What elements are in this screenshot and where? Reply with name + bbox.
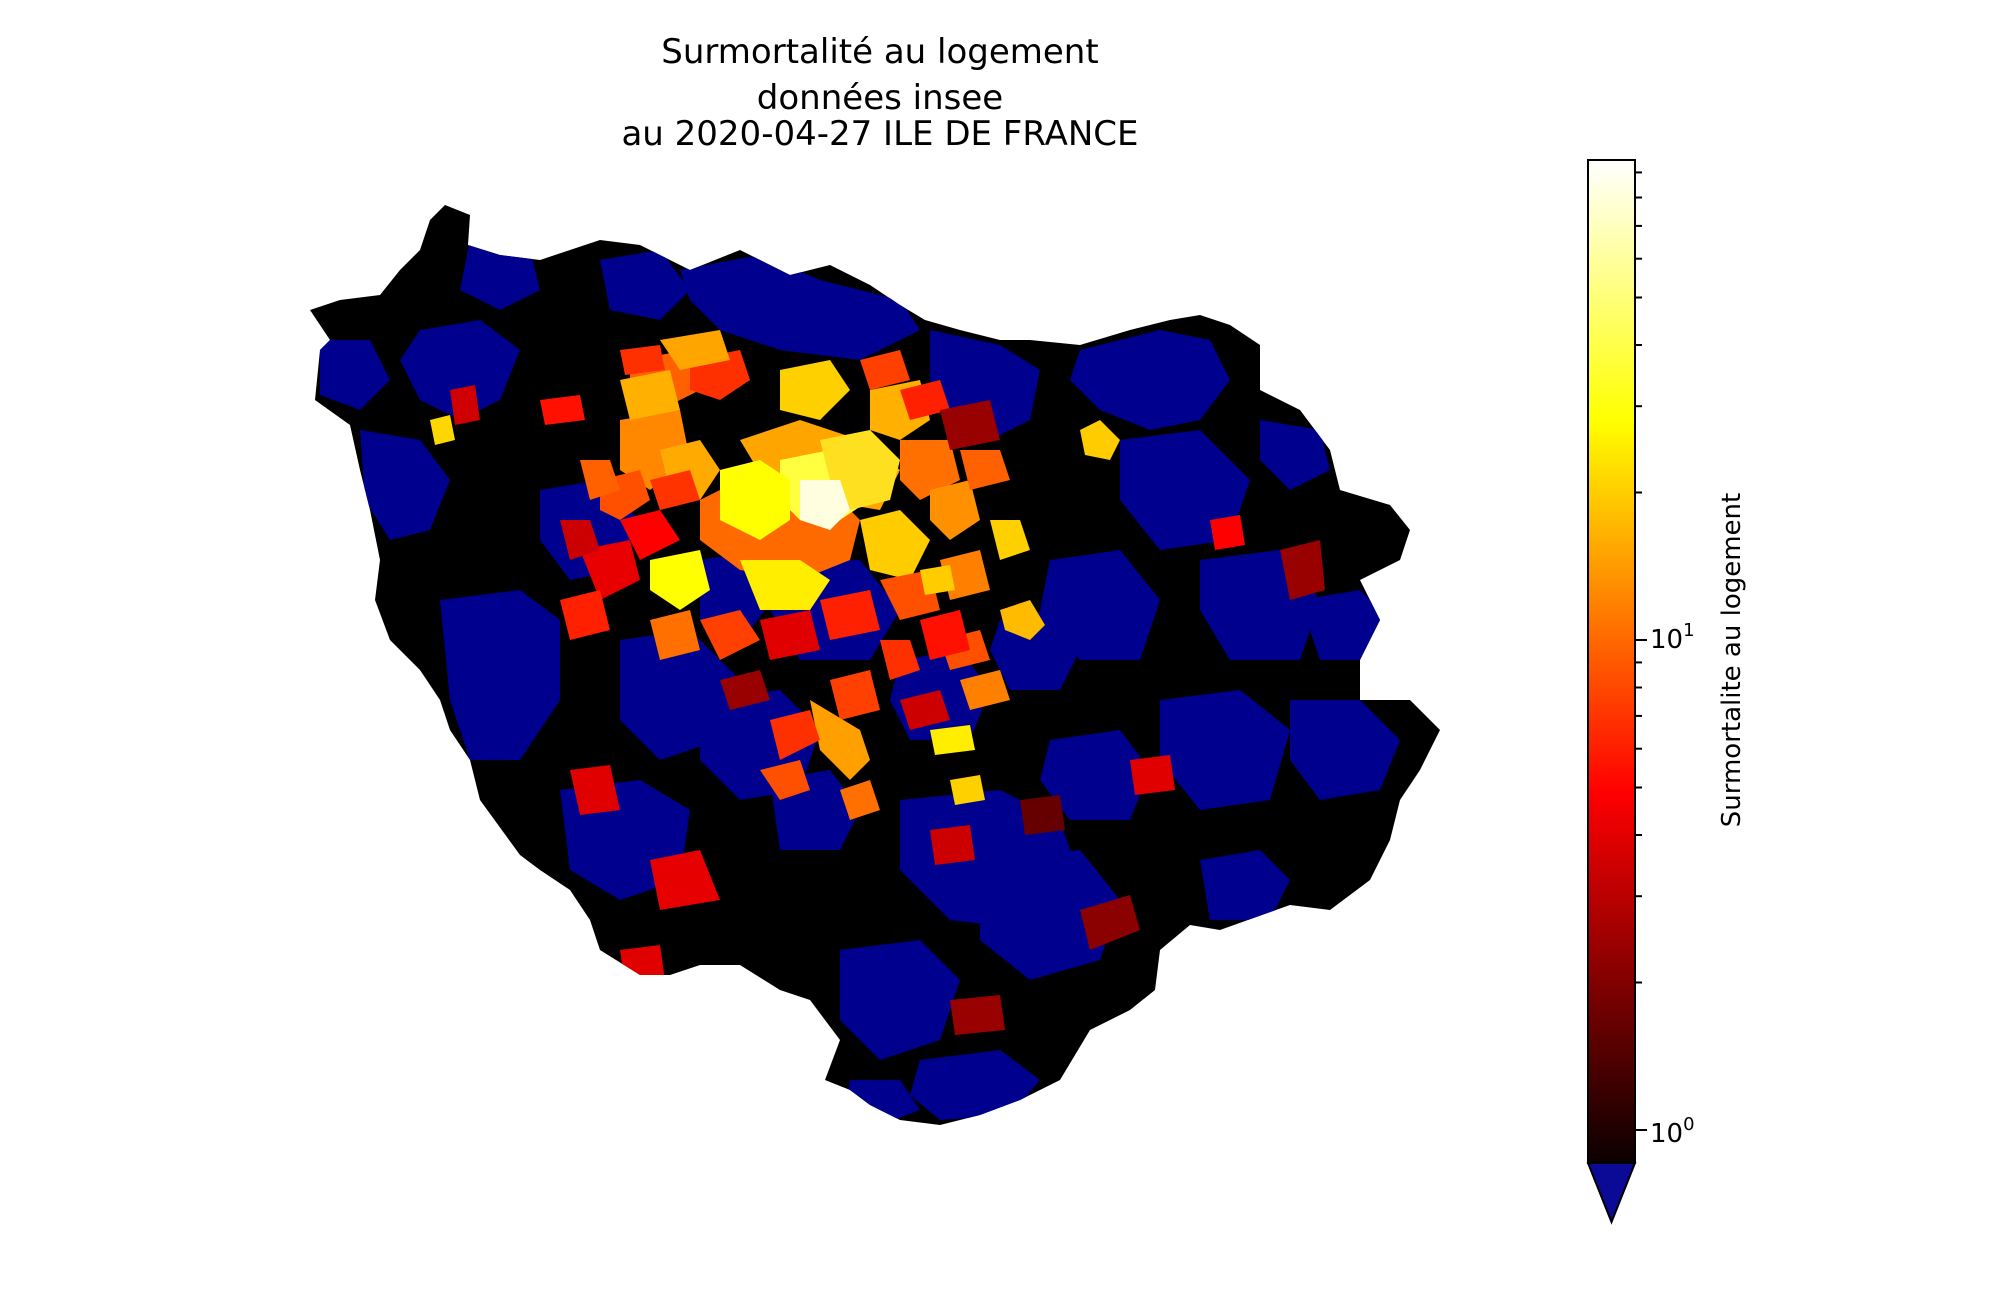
communes-below-one bbox=[320, 240, 1400, 1125]
map-title-line-1: Surmortalité au logement bbox=[661, 32, 1099, 72]
colorbar-label: Surmortalite au logement bbox=[1717, 493, 1747, 827]
colorbar-tick-label-1e1: 101 bbox=[1650, 620, 1695, 655]
colorbar: 100 101 Surmortalite au logement bbox=[1586, 159, 1747, 1225]
colorbar-ticks bbox=[1635, 171, 1647, 1131]
outer-hot-communes bbox=[430, 345, 1325, 1035]
map-title-line-3: au 2020-04-27 ILE DE FRANCE bbox=[621, 114, 1139, 154]
colorbar-under-extension bbox=[1586, 1162, 1637, 1225]
map-title-line-2: données insee bbox=[756, 78, 1004, 118]
communes-above-one bbox=[560, 330, 1030, 820]
colorbar-tick-label-1e0: 100 bbox=[1650, 1114, 1695, 1149]
colorbar-gradient bbox=[1587, 159, 1636, 1164]
ile-de-france-region bbox=[310, 205, 1440, 1125]
